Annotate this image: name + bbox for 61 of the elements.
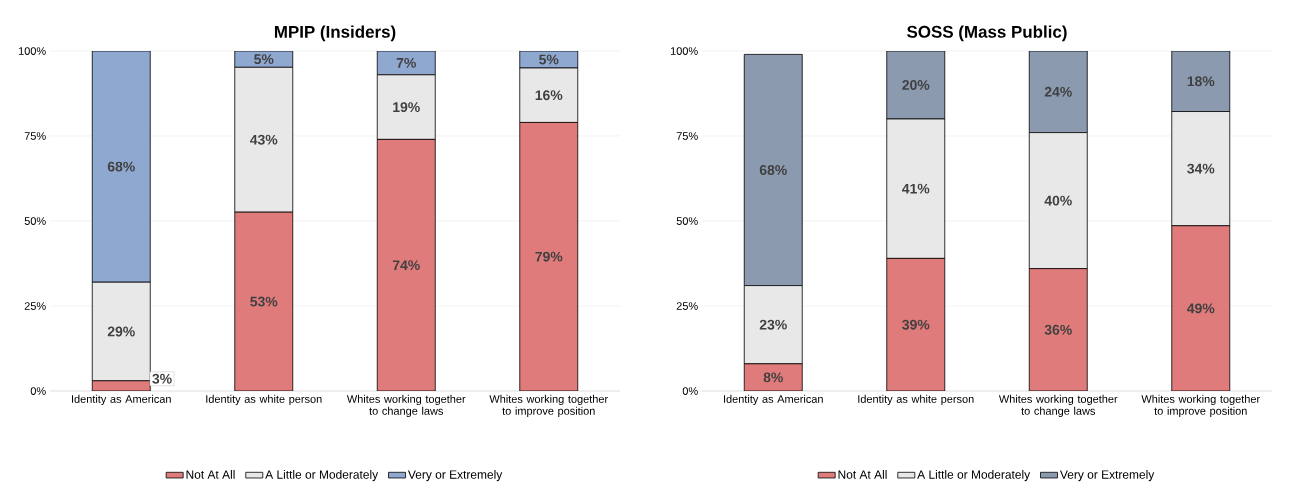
- data-label: 3%: [152, 373, 172, 384]
- data-label: 5%: [539, 54, 559, 65]
- bar: [1028, 51, 1088, 133]
- bar: [519, 122, 579, 391]
- y-tick-label: 0%: [30, 387, 46, 395]
- x-tick-label: Whites working together to change laws: [346, 394, 466, 418]
- bar: [376, 139, 436, 391]
- y-tick-label: 0%: [682, 387, 698, 395]
- data-label: 19%: [393, 102, 420, 113]
- data-label: 29%: [107, 326, 135, 337]
- data-label: 18%: [1187, 76, 1215, 87]
- x-tick-label: Identity as American: [72, 394, 171, 406]
- data-label: 68%: [107, 161, 135, 172]
- y-tick-label: 100%: [18, 47, 46, 55]
- bar: [234, 211, 294, 391]
- x-tick-label: Whites working together to improve position: [489, 394, 608, 418]
- data-label: 34%: [1187, 163, 1215, 174]
- bar: [1171, 225, 1231, 391]
- data-label: 39%: [902, 319, 930, 330]
- data-label: 23%: [759, 319, 787, 330]
- legend-label: Very or Extremely: [407, 469, 503, 482]
- data-label: 16%: [535, 90, 563, 101]
- x-tick-label: Identity as American: [724, 394, 823, 406]
- data-label: 40%: [1044, 195, 1072, 206]
- y-tick-label: 50%: [676, 217, 698, 225]
- x-tick-label: Identity as white person: [858, 394, 974, 406]
- x-tick-label: Whites working together to change laws: [998, 394, 1118, 418]
- data-label: 5%: [254, 54, 274, 65]
- x-tick-label: Identity as white person: [206, 394, 322, 406]
- bar: [886, 258, 946, 391]
- legend-label: A Little or Moderately: [265, 469, 379, 482]
- y-tick-label: 100%: [670, 47, 698, 55]
- data-label: 41%: [902, 183, 930, 194]
- data-label: 79%: [535, 251, 563, 262]
- legend-label: A Little or Moderately: [917, 469, 1031, 482]
- data-label: 8%: [763, 372, 783, 383]
- data-label: 68%: [759, 165, 787, 175]
- chart-title: SOSS (Mass Public): [907, 25, 1067, 42]
- bar: [91, 51, 151, 283]
- data-label: 74%: [392, 260, 420, 271]
- data-label: 7%: [396, 57, 416, 68]
- data-label: 49%: [1187, 303, 1215, 314]
- data-label: 24%: [1044, 86, 1072, 97]
- legend-label: Very or Extremely: [1059, 469, 1155, 482]
- data-label: 36%: [1044, 324, 1072, 335]
- y-tick-label: 50%: [24, 217, 46, 225]
- legend-label: Not At All: [838, 469, 887, 479]
- y-tick-label: 75%: [24, 132, 46, 140]
- y-tick-label: 75%: [676, 132, 698, 140]
- chart-title: MPIP (Insiders): [274, 25, 396, 42]
- y-tick-label: 25%: [24, 302, 46, 310]
- y-tick-label: 25%: [676, 302, 698, 310]
- bar: [743, 53, 803, 286]
- legend-label: Not At All: [186, 469, 235, 479]
- data-label: 20%: [902, 80, 930, 90]
- bar: [1171, 51, 1231, 112]
- bar: [886, 51, 946, 120]
- bar: [1028, 268, 1088, 391]
- data-label: 43%: [250, 134, 278, 145]
- x-tick-label: Whites working together to improve position: [1141, 394, 1260, 418]
- data-label: 53%: [250, 296, 278, 307]
